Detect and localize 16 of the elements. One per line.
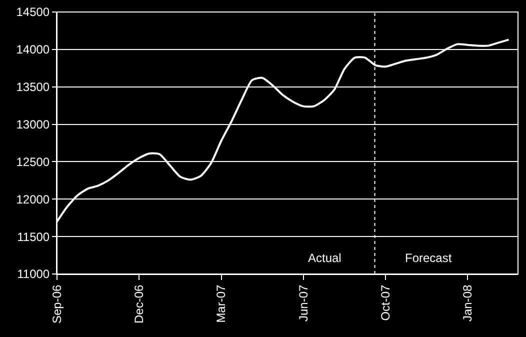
- y-tick-label: 13500: [16, 80, 50, 94]
- y-tick-label: 12500: [16, 154, 50, 169]
- x-tick-label: Sep-06: [50, 284, 64, 324]
- y-tick-label: 14000: [16, 42, 50, 57]
- y-tick-label: 14500: [16, 5, 50, 20]
- x-tick-label: Oct-07: [378, 284, 392, 321]
- x-tick-label: Dec-06: [132, 284, 146, 324]
- y-tick-label: 13000: [16, 117, 50, 132]
- annotation: Forecast: [405, 251, 452, 265]
- x-tick-label: Jun-07: [296, 284, 310, 322]
- x-tick-label: Jan-08: [460, 284, 475, 322]
- y-tick-label: 11000: [17, 267, 50, 282]
- x-tick-label: Mar-07: [214, 284, 228, 323]
- y-tick-label: 12000: [16, 192, 50, 206]
- annotation: Actual: [308, 251, 342, 265]
- y-tick-label: 11500: [17, 230, 50, 244]
